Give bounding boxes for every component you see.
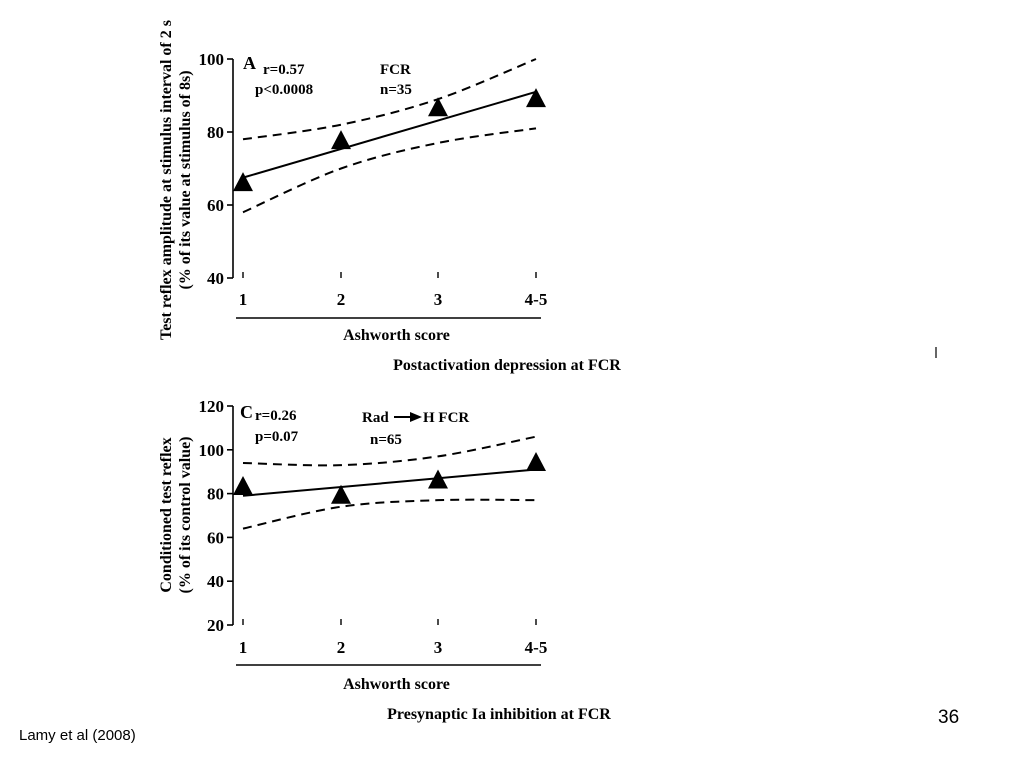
muscle-label: FCR — [380, 62, 411, 78]
regression-line — [242, 90, 537, 179]
data-point-triangle — [331, 130, 351, 150]
panel-c: 20 40 60 80 100 120 1 2 3 4-5 Ashworth score Presyn… — [158, 397, 611, 723]
data-point-triangle — [233, 476, 253, 496]
sample-size: n=65 — [370, 432, 402, 448]
y-tick-label: 40 — [207, 572, 224, 591]
x-tick-label: 4-5 — [525, 638, 548, 657]
data-point-triangle — [428, 97, 448, 117]
panel-letter: C — [240, 402, 253, 422]
panel-caption: Presynaptic Ia inhibition at FCR — [387, 706, 611, 723]
x-axis-title: Ashworth score — [343, 327, 450, 344]
panel-letter: A — [243, 53, 256, 73]
y-axis-title: (% of its control value) — [177, 436, 194, 593]
data-point-triangle — [526, 451, 546, 471]
y-tick-label: 60 — [207, 196, 224, 215]
data-point-triangle — [233, 172, 253, 192]
upper-confidence-band — [242, 435, 537, 467]
stat-r: r=0.57 — [263, 62, 305, 78]
y-axis-title: (% of its value at stimulus of 8s) — [177, 70, 194, 289]
data-point-triangle — [526, 88, 546, 108]
sample-size: n=35 — [380, 82, 412, 98]
x-tick-label: 2 — [337, 638, 346, 657]
y-axis-title: Conditioned test reflex — [158, 437, 175, 592]
muscle-from-label: Rad — [362, 410, 389, 426]
slide-number: 36 — [938, 707, 960, 728]
y-tick-label: 60 — [207, 528, 224, 547]
lower-confidence-band — [242, 127, 537, 214]
citation: Lamy et al (2008) — [19, 727, 136, 744]
x-tick-label: 1 — [239, 638, 248, 657]
stat-p: p<0.0008 — [255, 82, 313, 98]
upper-confidence-band — [242, 58, 537, 141]
x-tick-label: 3 — [434, 290, 443, 309]
stat-r: r=0.26 — [255, 408, 297, 424]
x-tick-label: 4-5 — [525, 290, 548, 309]
regression-line — [242, 468, 537, 497]
y-tick-label: 40 — [207, 269, 224, 288]
x-axis-title: Ashworth score — [343, 676, 450, 693]
x-tick-label: 1 — [239, 290, 248, 309]
data-point-triangle — [331, 484, 351, 504]
arrow-head-icon — [410, 412, 422, 422]
y-tick-label: 20 — [207, 616, 224, 635]
y-tick-label: 120 — [199, 397, 225, 416]
panel-caption: Postactivation depression at FCR — [393, 357, 621, 374]
data-point-triangle — [428, 469, 448, 489]
stat-p: p=0.07 — [255, 429, 299, 445]
y-axis-title: Test reflex amplitude at stimulus interv… — [158, 20, 175, 340]
y-tick-label: 100 — [199, 50, 225, 69]
y-tick-label: 100 — [199, 441, 225, 460]
x-tick-label: 3 — [434, 638, 443, 657]
muscle-to-label: H FCR — [423, 410, 469, 426]
y-tick-label: 80 — [207, 123, 224, 142]
panel-a: 40 60 80 100 1 2 3 4-5 Ashworth score Postactivat… — [158, 20, 621, 374]
lower-confidence-band — [242, 498, 537, 530]
y-tick-label: 80 — [207, 485, 224, 504]
x-tick-label: 2 — [337, 290, 346, 309]
